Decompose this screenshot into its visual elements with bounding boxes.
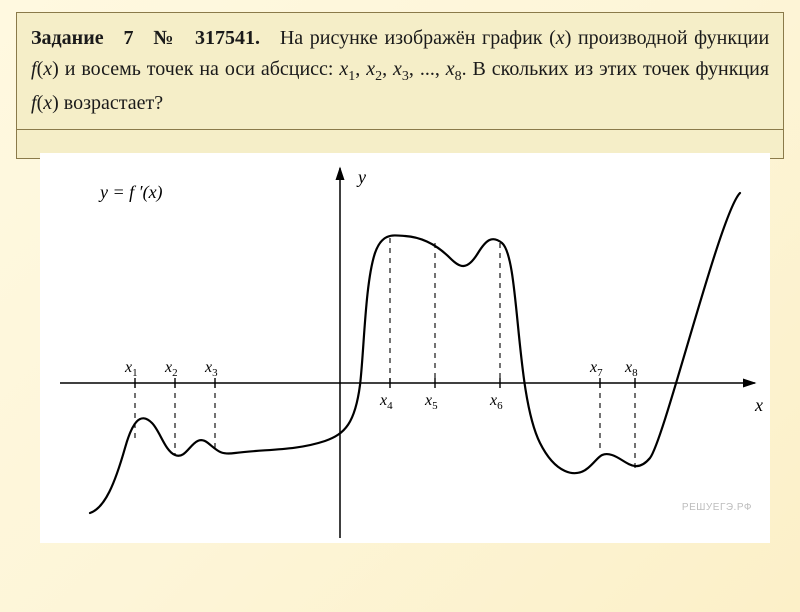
problem-text: Задание 7 № 317541. На рисунке изображён… — [17, 13, 783, 130]
svg-text:x1: x1 — [124, 359, 138, 379]
svg-text:y: y — [356, 167, 366, 187]
num-sign: № — [153, 27, 175, 49]
task-number: 7 — [123, 27, 133, 49]
svg-text:y = f ′(x): y = f ′(x) — [98, 182, 163, 203]
svg-text:x6: x6 — [489, 392, 503, 412]
task-label: Задание — [31, 27, 104, 49]
derivative-chart: y x y = f ′(x) x1 x2 x3 x4 x5 x6 x7 x8 — [40, 153, 770, 543]
svg-text:x8: x8 — [624, 359, 638, 379]
svg-text:x5: x5 — [424, 392, 438, 412]
svg-text:x3: x3 — [204, 359, 218, 379]
text-p1: На рисунке изображён график — [280, 27, 543, 49]
graph-container: y x y = f ′(x) x1 x2 x3 x4 x5 x6 x7 x8 РЕШУЕГЭ.РФ — [40, 153, 770, 543]
svg-text:x7: x7 — [589, 359, 603, 379]
svg-text:x4: x4 — [379, 392, 393, 412]
svg-text:x2: x2 — [164, 359, 178, 379]
svg-text:x: x — [754, 395, 763, 415]
problem-id: 317541. — [195, 27, 260, 49]
problem-box: Задание 7 № 317541. На рисунке изображён… — [16, 12, 784, 159]
watermark: РЕШУЕГЭ.РФ — [682, 502, 752, 513]
